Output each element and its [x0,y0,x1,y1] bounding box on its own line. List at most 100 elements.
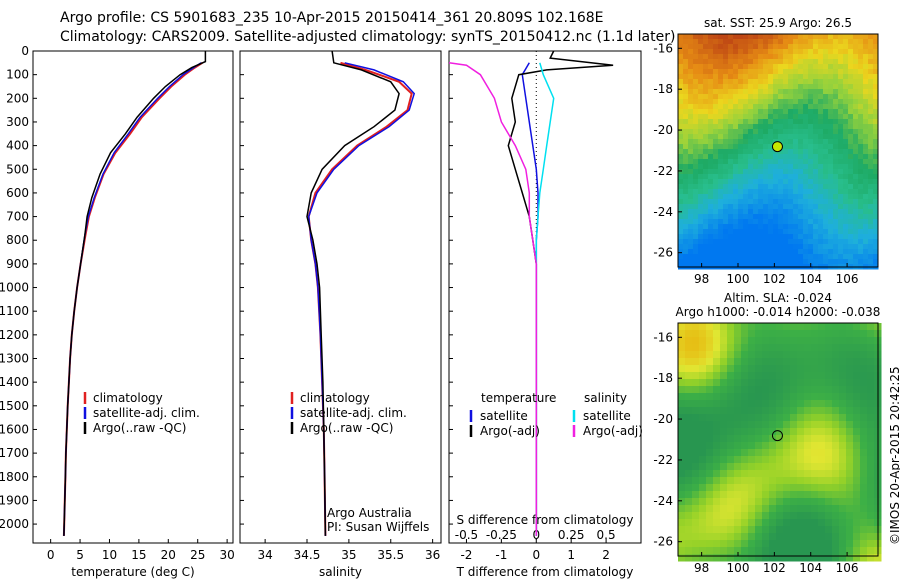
annotation-text: PI: Susan Wijffels [327,520,429,534]
x-tick-label: -1 [495,548,507,562]
y-tick-label: 1900 [0,493,29,507]
x-tick-label: 36 [425,548,440,562]
legend-label: Argo(..raw -QC) [93,421,186,435]
y-tick-label: 1300 [0,352,29,366]
y-tick-label: 1200 [0,328,29,342]
map-1-frame [677,33,879,268]
x-tick-label: 104 [799,561,822,575]
y-tick-label: -16 [653,330,673,344]
y-tick-label: 100 [6,68,29,82]
x-axis-label: salinity [319,565,362,579]
y-tick-label: -18 [653,82,673,96]
x-tick-label: -2 [460,548,472,562]
y-tick-label: -26 [653,246,673,260]
y-tick-label: 500 [6,162,29,176]
x-axis-label: T difference from climatology [456,565,634,579]
title-line-2: Climatology: CARS2009. Satellite-adjuste… [60,29,676,45]
panel-3-frame [448,50,642,544]
y-tick-label: -22 [653,453,673,467]
x-tick-label: 104 [799,272,822,286]
argo-position-marker [771,430,783,442]
legend-title: salinity [584,391,627,405]
x-tick-label: 25 [190,548,205,562]
series-line-1 [62,61,203,536]
y-tick-label: -18 [653,371,673,385]
x-tick-label: 1 [567,548,575,562]
y-tick-label: 1000 [0,281,29,295]
x-tick-label: 20 [161,548,176,562]
legend-label: satellite [583,409,631,423]
legend-label: climatology [300,391,370,405]
y-tick-label: 2000 [0,517,29,531]
s-diff-label: S difference from climatology [457,513,634,527]
x-tick-label: 106 [836,272,859,286]
y-tick-label: 300 [6,115,29,129]
y-tick-label: 0 [21,44,29,58]
legend-label: Argo(..raw -QC) [300,421,393,435]
x-tick-label: 100 [727,272,750,286]
y-tick-label: 1400 [0,375,29,389]
argo-position-marker [771,141,783,153]
x-tick-label: 98 [694,272,709,286]
x-tick-label: 15 [131,548,146,562]
title-line-1: Argo profile: CS 5901683_235 10-Apr-2015… [60,10,604,26]
series-line-3 [306,50,400,536]
legend-label: satellite-adj. clim. [300,406,407,420]
y-tick-label: 700 [6,210,29,224]
y-tick-label: 200 [6,91,29,105]
x-tick-label: 34 [257,548,272,562]
map-title: Altim. SLA: -0.024 [724,291,832,305]
x-tick-label: 102 [763,561,786,575]
x-tick-label: 35.5 [377,548,404,562]
x-tick-label: 2 [602,548,610,562]
y-tick-label: -20 [653,412,673,426]
map-subtitle: Argo h1000: -0.014 h2000: -0.038 [676,305,881,319]
x-tick-label: 100 [727,561,750,575]
x-tick-label: 5 [76,548,84,562]
series-line-4 [448,62,538,536]
series-line-3 [535,62,555,536]
y-tick-label: -20 [653,123,673,137]
panel-2-frame [239,50,442,544]
series-line-3 [63,51,207,536]
x-tick-label: 98 [694,561,709,575]
map-1-grid [678,34,879,270]
y-tick-label: 1600 [0,422,29,436]
s-diff-tick-label: 0.5 [597,528,616,542]
s-diff-tick-label: -0.25 [486,528,517,542]
legend-label: satellite [480,409,528,423]
x-tick-label: 34.5 [294,548,321,562]
x-tick-label: 106 [836,561,859,575]
x-tick-label: 35 [341,548,356,562]
annotation-text: Argo Australia [327,506,412,520]
legend-label: satellite-adj. clim. [93,406,200,420]
legend-title: temperature [481,391,556,405]
y-tick-label: -16 [653,41,673,55]
map-2-frame [677,322,879,557]
legend-label: Argo(-adj) [583,424,643,438]
s-diff-tick-label: -0.5 [455,528,478,542]
y-tick-label: 800 [6,233,29,247]
y-tick-label: 400 [6,139,29,153]
y-tick-label: 1700 [0,446,29,460]
x-tick-label: 0 [47,548,55,562]
x-tick-label: 10 [102,548,117,562]
y-tick-label: -24 [653,205,673,219]
y-tick-label: 1100 [0,304,29,318]
y-tick-label: -24 [653,494,673,508]
y-tick-label: -26 [653,535,673,549]
legend-label: Argo(-adj) [480,424,540,438]
map-2-grid [678,323,882,562]
s-diff-tick-label: 0.25 [558,528,585,542]
map-title: sat. SST: 25.9 Argo: 26.5 [704,16,852,30]
y-tick-label: 1800 [0,470,29,484]
legend-label: climatology [93,391,163,405]
y-tick-label: -22 [653,164,673,178]
x-tick-label: 102 [763,272,786,286]
series-line-2 [63,62,202,536]
y-tick-label: 900 [6,257,29,271]
y-tick-label: 600 [6,186,29,200]
x-tick-label: 30 [219,548,234,562]
x-axis-label: temperature (deg C) [71,565,194,579]
